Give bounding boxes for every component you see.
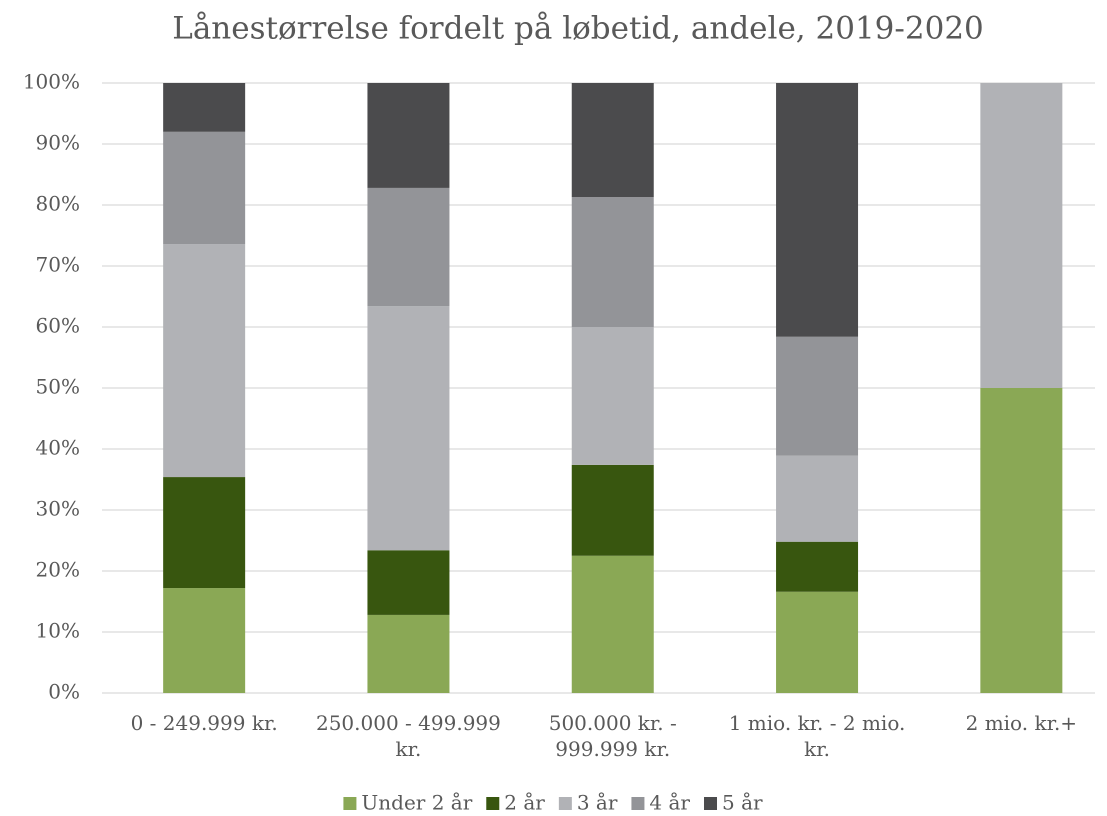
- bar-segment: [571, 327, 654, 465]
- legend-label: 2 år: [504, 791, 545, 815]
- bar-segment: [163, 477, 246, 589]
- legend-label: 3 år: [577, 791, 618, 815]
- bar-segment: [571, 555, 654, 693]
- bar-segment: [571, 197, 654, 327]
- y-tick-label: 70%: [36, 253, 80, 277]
- bar-segment: [776, 591, 859, 693]
- x-tick-label: 1 mio. kr. - 2 mio. kr.: [728, 711, 906, 761]
- y-tick-label: 90%: [36, 131, 80, 155]
- bar-segment: [163, 131, 246, 245]
- chart-title: Lånestørrelse fordelt på løbetid, andele…: [172, 11, 984, 47]
- x-tick-label: 2 mio. kr.+: [965, 711, 1078, 735]
- y-tick-label: 40%: [36, 436, 80, 460]
- y-tick-label: 80%: [36, 192, 80, 216]
- bar-segment: [776, 455, 859, 542]
- y-tick-label: 0%: [48, 680, 80, 704]
- bar-segment: [367, 306, 450, 551]
- y-tick-label: 100%: [23, 70, 80, 94]
- legend-label: 4 år: [649, 791, 690, 815]
- bar-segment: [776, 83, 859, 337]
- bar-segment: [776, 541, 859, 592]
- bar-segment: [163, 244, 246, 478]
- legend-label: 5 år: [722, 791, 763, 815]
- bar-segment: [367, 550, 450, 615]
- x-tick-label: 500.000 kr. - 999.999 kr.: [548, 711, 677, 761]
- y-tick-label: 20%: [36, 558, 80, 582]
- bar-segment: [367, 187, 450, 307]
- bar-segment: [571, 464, 654, 556]
- legend-swatch: [704, 797, 718, 810]
- bar-segment: [367, 614, 450, 693]
- legend-swatch: [558, 797, 572, 810]
- bar-segment: [571, 83, 654, 198]
- x-tick-label: 250.000 - 499.999 kr.: [315, 711, 501, 761]
- legend-label: Under 2 år: [361, 791, 472, 815]
- y-tick-label: 50%: [36, 375, 80, 399]
- y-tick-label: 60%: [36, 314, 80, 338]
- legend-swatch: [631, 797, 645, 810]
- y-tick-label: 10%: [36, 619, 80, 643]
- x-tick-label: 0 - 249.999 kr.: [130, 711, 278, 735]
- bar-segment: [980, 388, 1063, 693]
- bar-segment: [163, 588, 246, 693]
- bar-segment: [980, 83, 1063, 388]
- legend-swatch: [343, 797, 357, 810]
- legend-swatch: [486, 797, 500, 810]
- y-tick-label: 30%: [36, 497, 80, 521]
- bar-segment: [367, 83, 450, 188]
- bar-segment: [776, 336, 859, 456]
- bar-segment: [163, 83, 246, 132]
